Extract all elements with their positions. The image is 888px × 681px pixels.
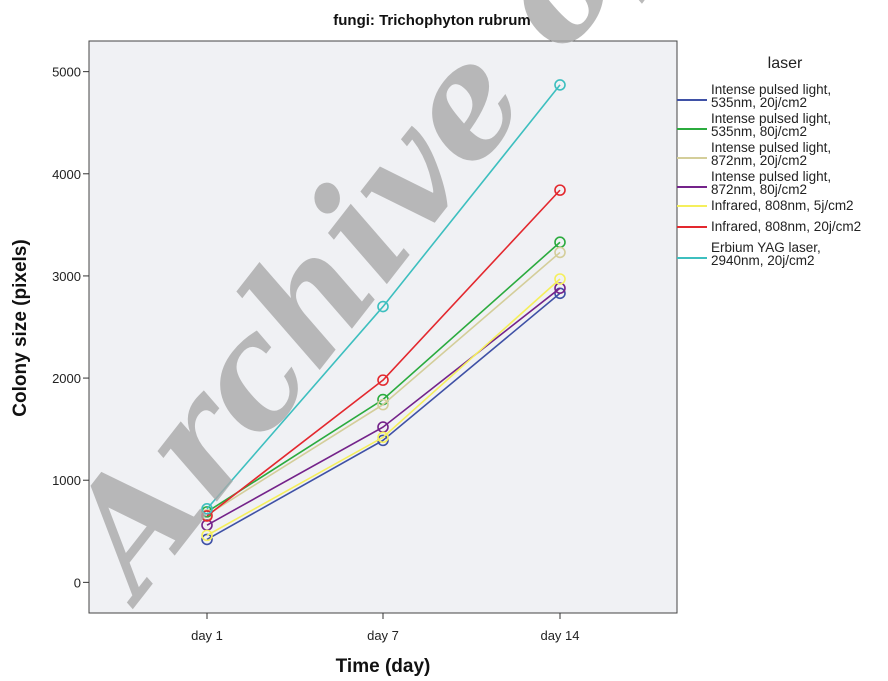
series-5	[201, 184, 566, 522]
legend-label-6: Erbium YAG laser, 2940nm, 20j/cm2	[711, 240, 821, 268]
series-line-3	[206, 287, 561, 526]
x-tick-label-2: day 14	[540, 628, 579, 643]
x-tick-label-0: day 1	[191, 628, 223, 643]
series-line-5	[206, 189, 561, 517]
data-point-6-2	[554, 79, 566, 91]
series-line-2	[206, 251, 561, 516]
y-axis-title: Colony size (pixels)	[10, 239, 31, 416]
y-tick-label-3: 3000	[52, 269, 81, 284]
y-tick-label-0: 0	[74, 575, 81, 590]
y-tick-label-2: 2000	[52, 371, 81, 386]
legend-title: laser	[768, 55, 803, 72]
data-point-3-2	[554, 282, 566, 294]
y-axis: 0 1000 2000 3000 4000 5000	[52, 65, 89, 590]
data-point-6-0	[201, 503, 213, 515]
data-point-4-0	[201, 529, 213, 542]
legend-label-2: Intense pulsed light, 872nm, 20j/cm2	[711, 140, 831, 168]
legend-entry-1: Intense pulsed light, 535nm, 80j/cm2	[677, 111, 831, 139]
legend-entry-3: Intense pulsed light, 872nm, 80j/cm2	[677, 169, 831, 197]
series-6	[201, 79, 566, 515]
x-axis: day 1 day 7 day 14	[191, 613, 580, 643]
data-point-2-1	[377, 398, 389, 411]
legend-entry-4: Infrared, 808nm, 5j/cm2	[677, 198, 854, 213]
y-tick-label-4: 4000	[52, 167, 81, 182]
data-point-4-2	[554, 273, 566, 285]
series-line-6	[206, 84, 561, 510]
legend-entry-0: Intense pulsed light, 535nm, 20j/cm2	[677, 82, 831, 110]
data-point-5-2	[554, 184, 566, 196]
data-point-5-0	[201, 510, 213, 522]
series-line-4	[206, 278, 561, 537]
legend-entry-2: Intense pulsed light, 872nm, 20j/cm2	[677, 140, 831, 168]
legend-label-4: Infrared, 808nm, 5j/cm2	[711, 198, 854, 213]
y-tick-label-1: 1000	[52, 473, 81, 488]
data-point-5-1	[377, 374, 389, 386]
plot-area	[88, 40, 678, 614]
chart-title: fungi: Trichophyton rubrum	[333, 12, 530, 29]
x-tick-label-1: day 7	[367, 628, 399, 643]
legend-entry-5: Infrared, 808nm, 20j/cm2	[677, 219, 861, 234]
series-4	[201, 273, 566, 542]
legend: laser Intense pulsed light, 535nm, 20j/cm…	[677, 55, 861, 268]
y-tick-label-5: 5000	[52, 65, 81, 80]
data-point-4-1	[377, 431, 389, 444]
legend-label-5: Infrared, 808nm, 20j/cm2	[711, 219, 861, 234]
series-layer	[201, 79, 566, 546]
series-line-0	[206, 292, 561, 541]
legend-label-0: Intense pulsed light, 535nm, 20j/cm2	[711, 82, 831, 110]
legend-entry-6: Erbium YAG laser, 2940nm, 20j/cm2	[677, 240, 821, 268]
data-point-2-2	[554, 246, 566, 259]
x-axis-title: Time (day)	[336, 656, 431, 677]
data-point-6-1	[377, 300, 389, 313]
legend-label-3: Intense pulsed light, 872nm, 80j/cm2	[711, 169, 831, 197]
legend-label-1: Intense pulsed light, 535nm, 80j/cm2	[711, 111, 831, 139]
